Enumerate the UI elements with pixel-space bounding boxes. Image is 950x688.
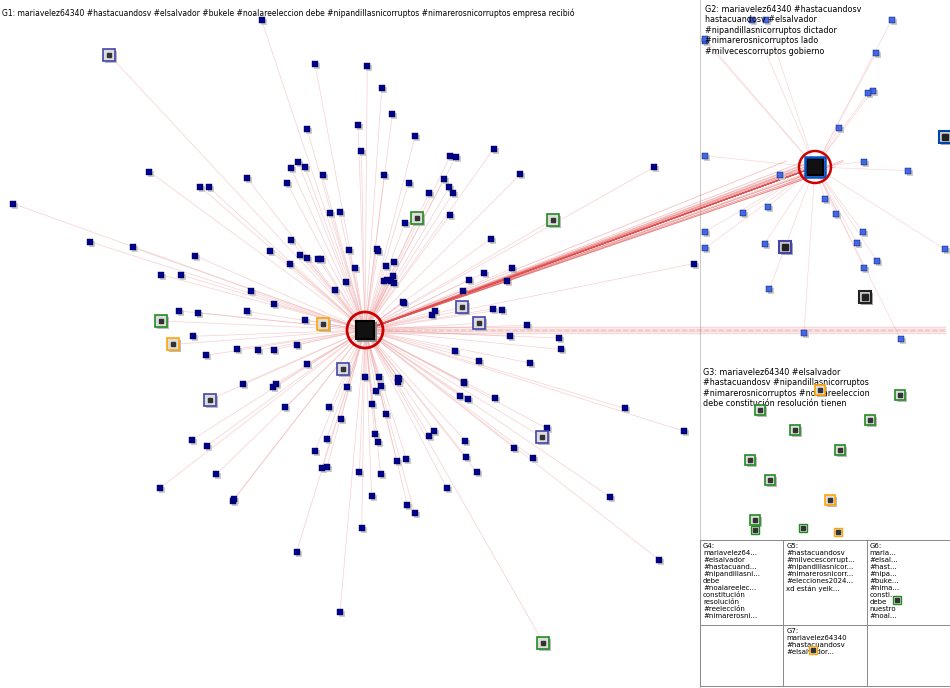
- Text: G4:
mariavelez64...
#elsalvador
#hastacuand...
#nipandillasni...
debe
#noalareel: G4: mariavelez64... #elsalvador #hastacu…: [703, 543, 760, 619]
- Text: G7:
mariavelez64340
#hastacuandosv
#elsalvador...: G7: mariavelez64340 #hastacuandosv #elsa…: [787, 628, 847, 655]
- Text: G3: mariavelez64340 #elsalvador
#hastacuandosv #nipandillasnicorruptos
#nimarero: G3: mariavelez64340 #elsalvador #hastacu…: [703, 368, 869, 408]
- Text: G6:
maria...
#elsal...
#hast...
#nipa...
#buke...
#nima...
consti...
debe
nuestr: G6: maria... #elsal... #hast... #nipa...…: [869, 543, 900, 619]
- Text: G5:
#hastacuandosv
#milvecescorrupt...
#nipandillasnicor...
#nimarerosnicorr...
: G5: #hastacuandosv #milvecescorrupt... #…: [787, 543, 855, 592]
- Text: G2: mariavelez64340 #hastacuandosv
hastacuandosv #elsalvador
#nipandillasnicorru: G2: mariavelez64340 #hastacuandosv hasta…: [705, 5, 862, 56]
- Text: G1: mariavelez64340 #hastacuandosv #elsalvador #bukele #noalareeleccion debe #ni: G1: mariavelez64340 #hastacuandosv #elsa…: [2, 8, 575, 17]
